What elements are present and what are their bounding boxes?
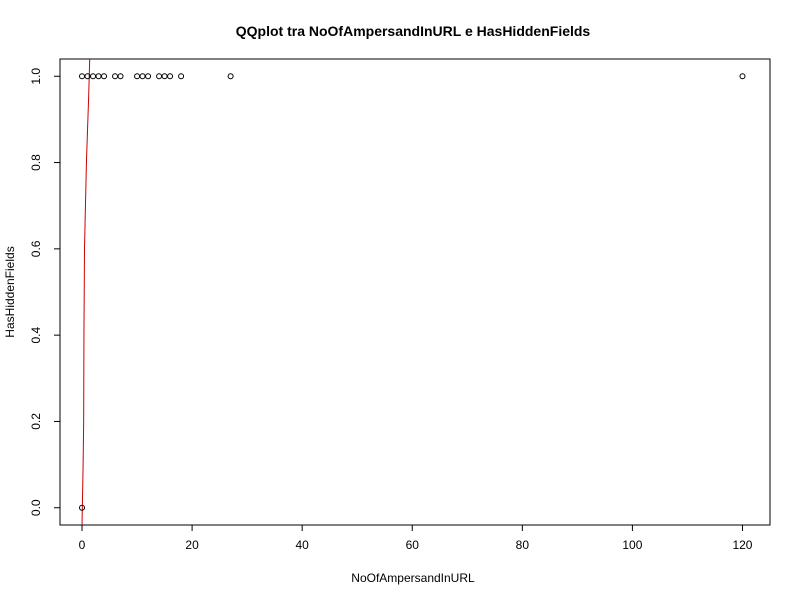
data-point — [79, 504, 86, 511]
data-point — [117, 73, 124, 80]
x-tick-label: 120 — [732, 538, 752, 552]
y-axis: 0.0 0.2 0.4 0.6 0.8 1.0 — [29, 68, 60, 516]
data-point — [227, 73, 234, 80]
y-tick-label: 1.0 — [29, 68, 43, 85]
points-group — [79, 73, 746, 511]
y-tick-label: 0.4 — [29, 326, 43, 343]
data-point — [95, 73, 102, 80]
x-tick-label: 40 — [295, 538, 309, 552]
data-point — [178, 73, 185, 80]
data-point — [134, 73, 141, 80]
y-axis-label: HasHiddenFields — [3, 246, 17, 337]
y-tick-label: 0.6 — [29, 240, 43, 257]
y-tick-label: 0.2 — [29, 413, 43, 430]
data-point — [156, 73, 163, 80]
data-point — [161, 73, 168, 80]
y-tick-label: 0.8 — [29, 154, 43, 171]
chart-title: QQplot tra NoOfAmpersandInURL e HasHidde… — [236, 23, 591, 39]
x-axis-label: NoOfAmpersandInURL — [351, 571, 475, 585]
reference-line-group — [81, 59, 91, 525]
y-tick-label: 0.0 — [29, 499, 43, 516]
x-tick-label: 20 — [185, 538, 199, 552]
data-point — [112, 73, 119, 80]
x-tick-label: 60 — [406, 538, 420, 552]
reference-line — [81, 59, 91, 525]
data-point — [84, 73, 91, 80]
x-tick-label: 0 — [79, 538, 86, 552]
x-axis: 0 20 40 60 80 100 120 — [79, 525, 753, 552]
x-tick-label: 100 — [622, 538, 642, 552]
data-point — [139, 73, 146, 80]
plot-frame — [59, 58, 771, 526]
data-point — [101, 73, 108, 80]
data-point — [79, 73, 86, 80]
data-point — [90, 73, 97, 80]
data-point — [167, 73, 174, 80]
data-point — [739, 73, 746, 80]
x-tick-label: 80 — [516, 538, 530, 552]
data-point — [145, 73, 152, 80]
